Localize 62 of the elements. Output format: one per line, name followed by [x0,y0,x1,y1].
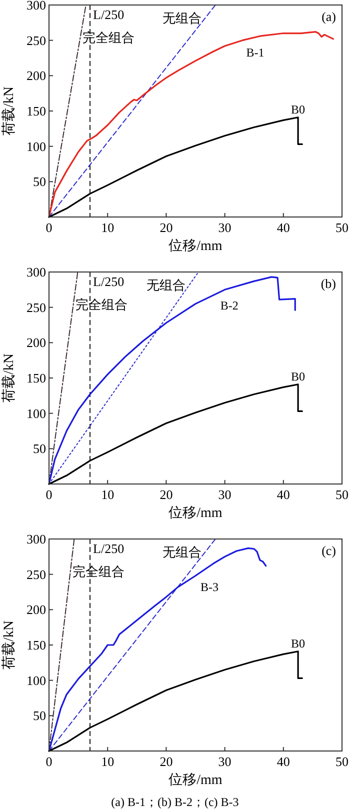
y-tick-label: 100 [26,672,46,688]
series-label: 无组合 [146,278,186,293]
x-tick-label: 20 [160,220,173,235]
annotation: (c) [322,543,336,558]
y-tick-label: 300 [26,264,46,280]
y-tick-label: 150 [26,370,46,386]
x-tick-label: 0 [46,754,52,769]
x-axis-title: 位移/mm [168,238,222,254]
y-tick-label: 250 [26,32,46,48]
x-tick-label: 30 [218,754,232,769]
y-tick-label: 300 [26,0,46,12]
x-axis-title: 位移/mm [168,505,222,521]
x-axis-title: 位移/mm [168,772,222,788]
x-tick-label: 20 [160,487,173,502]
series-label: 完全组合 [82,30,134,45]
y-tick-label: 200 [26,68,46,84]
annotation: (b) [320,276,336,291]
x-tick-label: 30 [218,487,232,502]
y-tick-label: 200 [26,335,46,350]
annotation: (a) [322,9,336,24]
x-tick-label: 0 [46,487,52,502]
series-label: B0 [291,102,306,116]
series-label: B-1 [246,45,264,60]
series-label: B0 [291,369,306,384]
x-tick-label: 0 [46,220,52,235]
ref-line-label: L/250 [93,7,124,22]
y-tick-label: 50 [33,441,46,456]
y-tick-label: 100 [26,406,46,421]
x-tick-label: 10 [101,754,114,769]
y-axis-title: 荷载/kN [1,620,17,670]
series-label: 无组合 [162,544,202,560]
line-series [48,31,334,218]
ref-line-label: L/250 [93,274,124,289]
y-tick-label: 100 [26,138,46,154]
x-tick-label: 30 [218,220,232,235]
text: (a) B-1；(b) B-2；(c) B-3 [111,795,239,809]
x-tick-label: 40 [276,487,290,502]
y-tick-label: 150 [26,104,46,118]
x-tick-label: 10 [101,220,114,235]
x-tick-label: 40 [276,220,290,235]
series-label: B0 [291,636,306,650]
y-tick-label: 50 [33,708,46,724]
series-label: 无组合 [162,10,202,26]
y-tick-label: 150 [26,638,46,652]
y-axis-title: 荷载/kN [1,354,17,402]
x-tick-label: 50 [336,220,348,235]
x-tick-label: 40 [276,754,290,769]
y-tick-label: 250 [26,566,46,582]
y-tick-label: 300 [26,532,46,546]
series-label: B-3 [200,580,218,594]
y-tick-label: 50 [33,174,46,190]
y-tick-label: 200 [26,602,46,618]
ref-line-label: L/250 [93,541,124,556]
y-tick-label: 250 [26,300,46,315]
series-label: 完全组合 [72,564,124,579]
x-tick-label: 10 [101,487,114,502]
x-tick-label: 20 [160,754,173,769]
series-label: B-2 [220,298,238,313]
x-tick-label: 50 [336,487,348,502]
series-label: 完全组合 [75,296,128,312]
x-tick-label: 50 [336,754,348,769]
y-axis-title: 荷载/kN [1,86,17,136]
